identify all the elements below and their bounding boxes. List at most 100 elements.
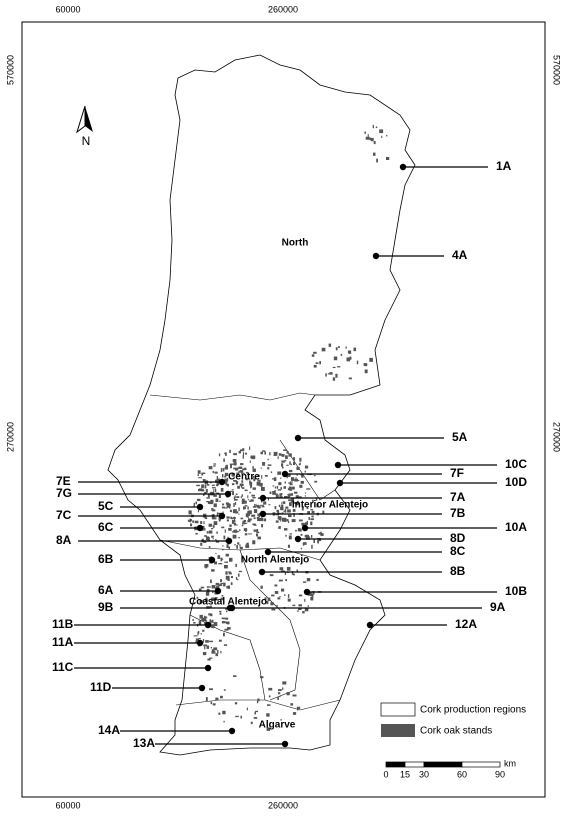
stand-patch <box>202 639 205 643</box>
stand-patch <box>218 712 221 715</box>
region-label: Interior Alentejo <box>292 500 368 511</box>
stand-patch <box>364 369 368 374</box>
stand-patch <box>197 631 200 634</box>
stand-patch <box>248 518 252 521</box>
stand-patch <box>241 472 243 475</box>
stand-patch <box>260 504 265 506</box>
stand-patch <box>295 477 297 481</box>
stand-patch <box>212 509 216 512</box>
stand-patch <box>230 576 234 579</box>
stand-patch <box>241 480 244 483</box>
stand-patch <box>220 582 224 585</box>
stand-patch <box>304 534 308 538</box>
stand-patch <box>269 452 271 456</box>
stand-patch <box>282 681 287 685</box>
stand-patch <box>224 628 229 631</box>
y-coord: 570000 <box>5 55 15 85</box>
stand-patch <box>231 483 235 486</box>
stand-patch <box>190 523 193 527</box>
stand-patch <box>286 476 288 479</box>
stand-patch <box>223 644 228 646</box>
site-label: 4A <box>452 248 468 262</box>
stand-patch <box>296 610 299 612</box>
stand-patch <box>307 592 312 596</box>
stand-patch <box>311 544 313 549</box>
region-label: North Alentejo <box>241 555 310 566</box>
stand-patch <box>209 688 213 691</box>
stand-patch <box>304 465 309 469</box>
stand-patch <box>238 570 243 573</box>
stand-patch <box>306 488 311 490</box>
stand-patch <box>241 494 244 497</box>
stand-patch <box>222 474 224 478</box>
stand-patch <box>225 608 228 610</box>
stand-patch <box>345 346 347 349</box>
stand-patch <box>279 496 283 499</box>
stand-patch <box>321 347 326 352</box>
stand-patch <box>256 533 259 537</box>
site-dot <box>224 490 232 498</box>
stand-patch <box>284 594 286 596</box>
stand-patch <box>281 504 284 508</box>
stand-patch <box>235 715 239 718</box>
stand-patch <box>337 366 341 368</box>
stand-patch <box>257 536 262 540</box>
stand-patch <box>256 531 260 534</box>
stand-patch <box>249 460 251 463</box>
stand-patch <box>205 640 209 643</box>
stand-patch <box>284 509 287 513</box>
stand-patch <box>204 517 208 520</box>
stand-patch <box>270 471 273 474</box>
stand-patch <box>233 496 236 501</box>
stand-patch <box>222 710 226 715</box>
stand-patch <box>275 494 279 498</box>
stand-patch <box>246 514 250 516</box>
stand-patch <box>210 598 212 601</box>
stand-patch <box>217 555 221 559</box>
site-dot <box>204 664 212 672</box>
stand-patch <box>224 507 228 509</box>
stand-patch <box>248 514 250 517</box>
stand-patch <box>197 632 199 636</box>
stand-patch <box>276 509 280 513</box>
stand-patch <box>203 521 205 525</box>
stand-patch <box>209 640 214 643</box>
stand-patch <box>233 503 235 507</box>
north-arrow: N <box>76 105 93 148</box>
stand-patch <box>320 533 324 536</box>
stand-patch <box>328 343 332 347</box>
stand-patch <box>235 481 239 485</box>
stand-patch <box>225 502 229 505</box>
stand-patch <box>290 463 292 466</box>
stand-patch <box>268 687 273 691</box>
stand-patch <box>267 597 271 601</box>
stand-patch <box>203 494 205 496</box>
stand-patch <box>197 510 199 513</box>
stand-patch <box>206 645 210 649</box>
stand-patch <box>236 472 240 476</box>
stand-patch <box>250 455 253 459</box>
stand-patch <box>234 467 239 471</box>
stand-patch <box>213 489 215 493</box>
stand-patch <box>291 493 294 496</box>
stand-patch <box>225 575 230 580</box>
stand-patch <box>241 487 245 489</box>
stand-patch <box>201 617 206 622</box>
stand-patch <box>195 638 199 641</box>
stand-patch <box>206 531 209 534</box>
stand-patch <box>257 497 261 500</box>
stand-patch <box>312 499 314 503</box>
stand-patch <box>284 496 288 498</box>
stand-patch <box>266 601 269 605</box>
stand-patch <box>304 470 306 473</box>
stand-patch <box>281 466 284 469</box>
stand-patch <box>260 500 263 503</box>
stand-patch <box>204 528 206 531</box>
stand-patch <box>249 500 252 502</box>
stand-patch <box>281 454 285 457</box>
stand-patch <box>268 695 271 698</box>
stand-patch <box>234 495 236 499</box>
legend-swatch <box>380 702 416 717</box>
stand-patch <box>211 624 215 629</box>
stand-patch <box>210 620 213 623</box>
